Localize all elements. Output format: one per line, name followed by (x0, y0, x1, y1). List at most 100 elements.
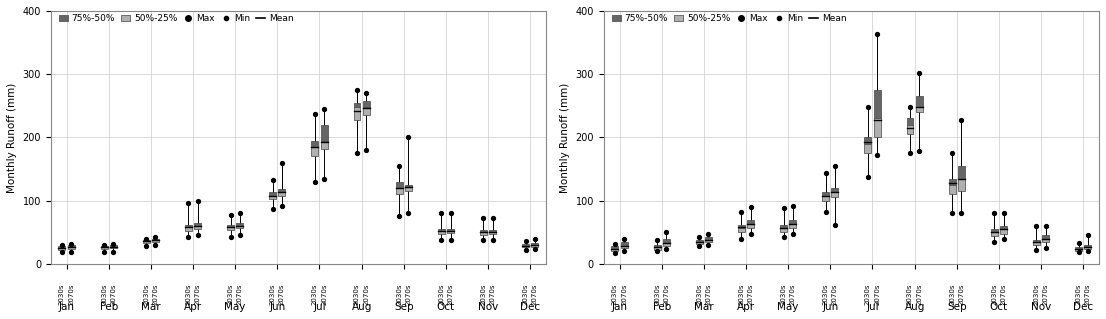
Bar (958, 179, 964, 191)
Bar (790, 224, 796, 228)
Bar (405, 187, 411, 191)
Bar (67, 247, 74, 249)
Bar (748, 224, 754, 228)
Bar (832, 188, 838, 192)
Text: 2070s: 2070s (153, 283, 158, 305)
Text: 2030s: 2030s (823, 283, 828, 305)
Bar (438, 231, 445, 234)
Bar (949, 179, 956, 185)
Bar (612, 246, 618, 249)
Bar (822, 196, 830, 201)
Text: 2030s: 2030s (781, 283, 786, 305)
Bar (780, 225, 787, 228)
Bar (1075, 249, 1082, 251)
Bar (865, 137, 872, 144)
Text: 2030s: 2030s (739, 283, 744, 305)
Text: 2070s: 2070s (111, 283, 116, 305)
Bar (489, 230, 497, 232)
Bar (195, 223, 201, 226)
Bar (101, 246, 107, 248)
Bar (279, 192, 285, 196)
Bar (822, 192, 830, 196)
Bar (790, 219, 796, 224)
Bar (152, 240, 159, 242)
Text: 2030s: 2030s (696, 283, 702, 305)
Bar (991, 229, 998, 232)
Bar (865, 144, 872, 153)
Text: 2070s: 2070s (195, 283, 200, 305)
Bar (312, 141, 319, 147)
Bar (489, 232, 497, 234)
Bar (832, 192, 838, 197)
Text: 2070s: 2070s (1085, 283, 1091, 305)
Text: 2030s: 2030s (480, 283, 487, 305)
Bar (363, 107, 369, 115)
Text: 2030s: 2030s (523, 283, 529, 305)
Y-axis label: Monthly Runoff (mm): Monthly Runoff (mm) (560, 82, 570, 193)
Bar (1000, 229, 1008, 234)
Bar (59, 248, 65, 250)
Text: 2070s: 2070s (916, 283, 922, 305)
Text: 2070s: 2070s (622, 283, 627, 305)
Text: 2030s: 2030s (612, 283, 618, 305)
Bar (396, 188, 403, 194)
Text: 2030s: 2030s (396, 283, 403, 305)
Bar (1084, 245, 1092, 247)
Bar (1033, 242, 1040, 245)
Bar (991, 232, 998, 236)
Bar (916, 107, 922, 112)
Bar (279, 189, 285, 192)
Bar (874, 118, 880, 137)
Bar (705, 237, 712, 240)
Text: 2030s: 2030s (59, 283, 65, 305)
Text: 2070s: 2070s (1043, 283, 1048, 305)
Text: 2070s: 2070s (664, 283, 669, 305)
Bar (109, 245, 117, 247)
Text: 2030s: 2030s (312, 283, 317, 305)
Legend: 75%-50%, 50%-25%, Max, Min, Mean: 75%-50%, 50%-25%, Max, Min, Mean (608, 11, 851, 26)
Text: 2070s: 2070s (406, 283, 411, 305)
Bar (438, 229, 445, 231)
Bar (354, 103, 361, 107)
Bar (1042, 235, 1050, 239)
Text: 2030s: 2030s (865, 283, 870, 305)
Bar (705, 240, 712, 242)
Bar (269, 192, 276, 196)
Bar (312, 147, 319, 156)
Bar (1084, 247, 1092, 249)
Bar (152, 239, 159, 240)
Bar (738, 228, 744, 232)
Text: 2070s: 2070s (706, 283, 711, 305)
Text: 2030s: 2030s (143, 283, 149, 305)
Bar (143, 240, 149, 241)
Bar (531, 243, 539, 245)
Bar (101, 248, 107, 249)
Bar (620, 242, 627, 246)
Bar (143, 241, 149, 243)
Bar (662, 239, 670, 243)
Bar (612, 249, 618, 251)
Text: 2070s: 2070s (490, 283, 495, 305)
Bar (522, 244, 529, 246)
Bar (620, 246, 627, 248)
Text: 2070s: 2070s (532, 283, 538, 305)
Bar (696, 240, 702, 242)
Bar (447, 231, 455, 233)
Text: 2070s: 2070s (790, 283, 796, 305)
Text: 2030s: 2030s (228, 283, 233, 305)
Text: 2070s: 2070s (69, 283, 74, 305)
Bar (662, 243, 670, 246)
Bar (696, 242, 702, 244)
Bar (907, 118, 914, 125)
Bar (237, 226, 243, 228)
Bar (748, 219, 754, 224)
Bar (354, 107, 361, 120)
Bar (949, 185, 956, 194)
Text: 2070s: 2070s (321, 283, 327, 305)
Text: 2070s: 2070s (237, 283, 243, 305)
Bar (916, 96, 922, 107)
Text: 2070s: 2070s (1001, 283, 1006, 305)
Bar (1033, 240, 1040, 242)
Bar (1000, 226, 1008, 229)
Bar (874, 90, 880, 118)
